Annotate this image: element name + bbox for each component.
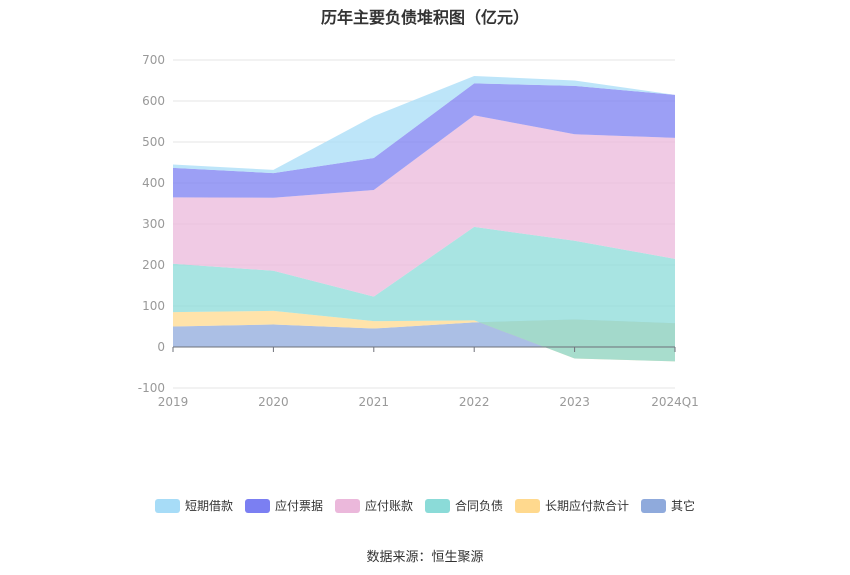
- legend-item[interactable]: 应付票据: [244, 497, 323, 514]
- legend-swatch: [641, 498, 667, 513]
- legend-label: 应付票据: [274, 499, 323, 513]
- x-tick-label: 2021: [359, 395, 390, 409]
- y-tick-label: 200: [142, 258, 165, 272]
- x-tick-label: 2023: [559, 395, 590, 409]
- legend-item[interactable]: 长期应付款合计: [515, 497, 629, 514]
- axes: -100 0 100 200 300 400 500 600 700 2019 2020 2021 20…: [138, 53, 699, 409]
- y-tick-label: -100: [138, 381, 165, 395]
- legend-swatch: [515, 498, 541, 513]
- y-tick-label: 0: [157, 340, 165, 354]
- legend-item[interactable]: 应付账款: [334, 497, 413, 514]
- x-tick-label: 2019: [158, 395, 189, 409]
- area-series-3: [173, 115, 675, 297]
- legend: 短期借款 应付票据 应付账款 合同负债 长期应付款合计 其它: [0, 497, 850, 514]
- legend-label: 应付账款: [364, 499, 413, 513]
- area-series-2: [173, 226, 675, 362]
- x-tick-label: 2020: [258, 395, 289, 409]
- y-tick-label: 300: [142, 217, 165, 231]
- y-tick-label: 700: [142, 53, 165, 67]
- legend-item[interactable]: 短期借款: [154, 497, 233, 514]
- legend-swatch: [334, 498, 360, 513]
- y-tick-label: 100: [142, 299, 165, 313]
- legend-label: 合同负债: [455, 499, 504, 513]
- data-source: 数据来源：恒生聚源: [366, 550, 484, 565]
- x-tick-label: 2022: [459, 395, 490, 409]
- x-tick-label: 2024Q1: [651, 395, 699, 409]
- chart-title: 历年主要负债堆积图（亿元）: [320, 8, 529, 27]
- legend-swatch: [154, 498, 180, 513]
- y-tick-label: 400: [142, 176, 165, 190]
- legend-swatch: [244, 498, 270, 513]
- y-tick-label: 600: [142, 94, 165, 108]
- legend-label: 长期应付款合计: [545, 499, 630, 513]
- legend-item[interactable]: 合同负债: [425, 497, 503, 514]
- legend-item[interactable]: 其它: [641, 497, 695, 514]
- legend-label: 短期借款: [184, 499, 233, 513]
- area-series-4: [173, 83, 675, 198]
- legend-swatch: [425, 498, 450, 513]
- area-series: [173, 75, 675, 362]
- y-tick-label: 500: [142, 135, 165, 149]
- legend-label: 其它: [671, 499, 696, 513]
